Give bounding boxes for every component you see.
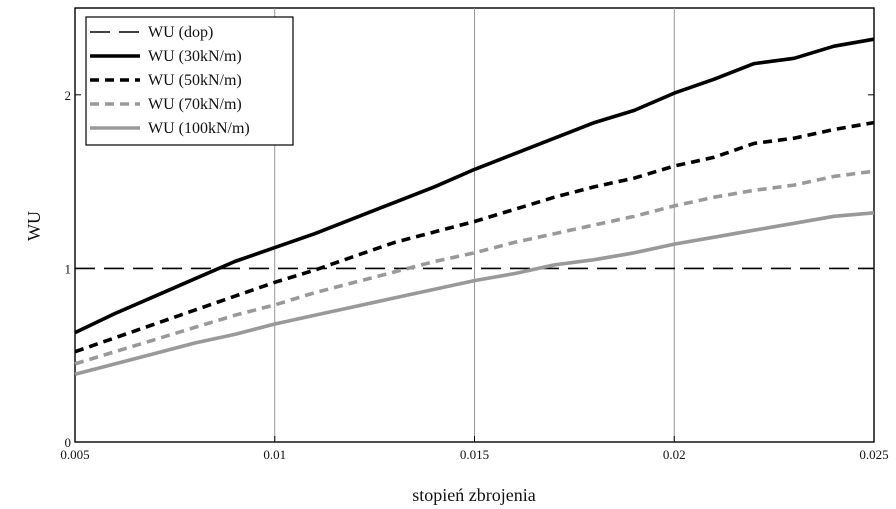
x-tick-label: 0.01 bbox=[263, 447, 286, 462]
series-line-4 bbox=[74, 211, 875, 377]
legend-label: WU (dop) bbox=[148, 24, 213, 41]
x-axis-label: stopień zbrojenia bbox=[412, 485, 535, 505]
legend-label: WU (30kN/m) bbox=[148, 48, 242, 65]
series-line-2 bbox=[74, 120, 875, 354]
axis-ticks: 0.005 0.01 0.015 0.02 0.025 0 1 2 bbox=[60, 88, 888, 462]
y-axis-label: WU bbox=[24, 211, 44, 241]
y-tick-label: 2 bbox=[65, 88, 72, 103]
series-line-3 bbox=[74, 169, 875, 366]
legend-label: WU (70kN/m) bbox=[148, 96, 242, 113]
x-tick-label: 0.005 bbox=[60, 447, 89, 462]
series-line-1 bbox=[74, 37, 875, 335]
x-tick-label: 0.025 bbox=[859, 447, 888, 462]
legend-label: WU (50kN/m) bbox=[148, 72, 242, 89]
legend-label: WU (100kN/m) bbox=[148, 120, 250, 137]
legend: WU (dop) WU (30kN/m) WU (50kN/m) WU (70kN/m… bbox=[85, 16, 294, 146]
y-tick-label: 0 bbox=[65, 435, 72, 450]
y-tick-label: 1 bbox=[65, 261, 72, 276]
series-lines bbox=[74, 37, 875, 377]
x-tick-label: 0.02 bbox=[663, 447, 686, 462]
x-tick-label: 0.015 bbox=[460, 447, 489, 462]
